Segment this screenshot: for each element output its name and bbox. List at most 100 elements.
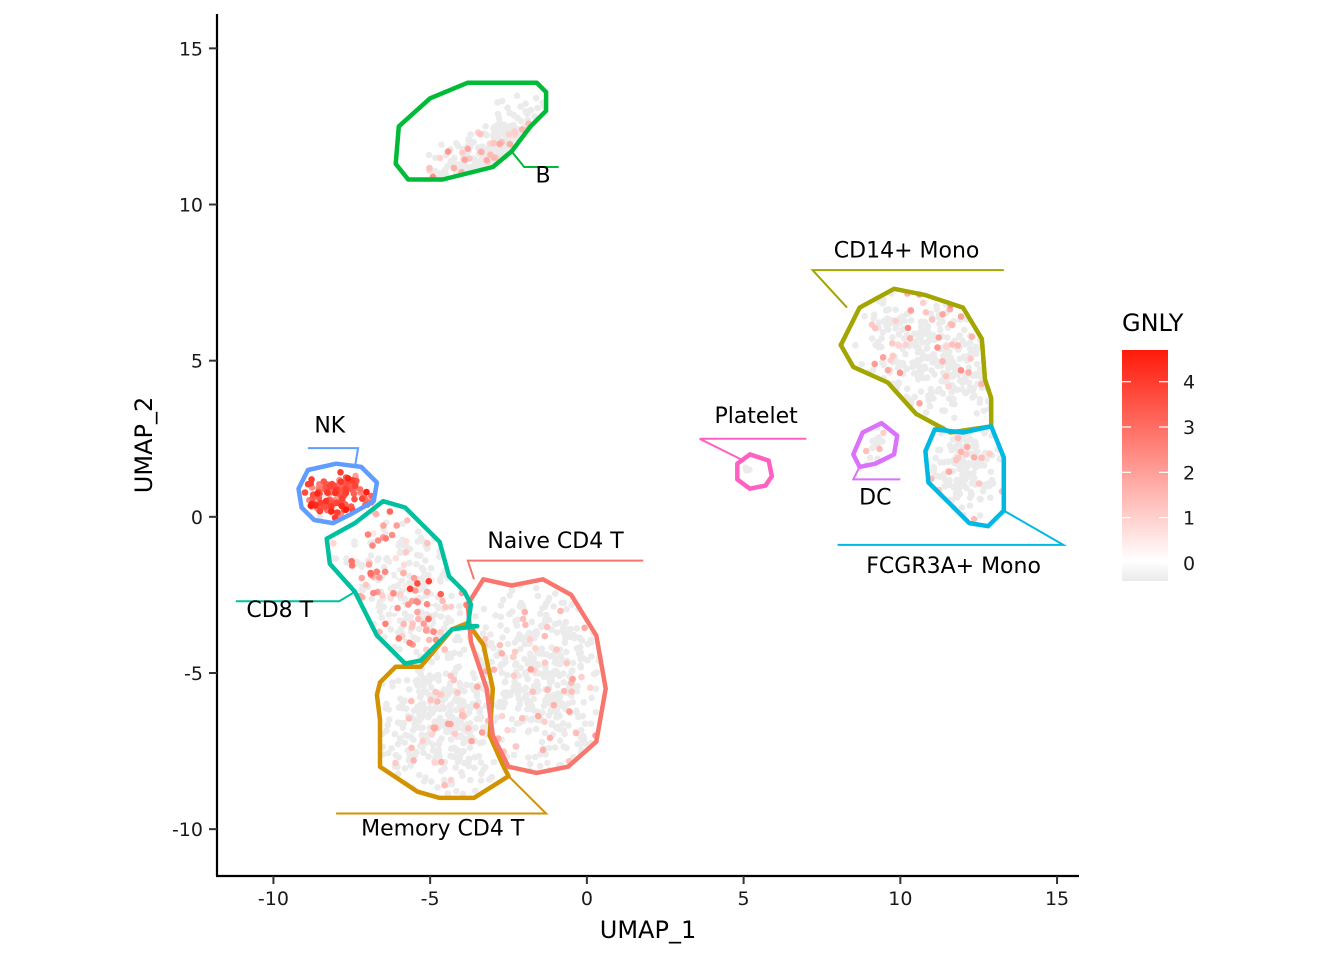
cell-point xyxy=(456,680,464,688)
cell-point xyxy=(363,488,370,496)
cell-point xyxy=(410,736,417,743)
cell-point xyxy=(413,648,420,656)
cell-point xyxy=(570,634,578,642)
cell-point xyxy=(394,677,402,685)
cell-point xyxy=(428,658,436,666)
cell-point xyxy=(914,349,922,356)
cell-point xyxy=(490,154,498,161)
cell-point xyxy=(337,478,345,486)
cell-point xyxy=(465,762,473,770)
cell-point xyxy=(422,557,429,564)
cell-point xyxy=(939,311,946,318)
cell-point xyxy=(939,358,946,365)
cell-point xyxy=(892,317,899,325)
cell-point xyxy=(957,367,965,374)
x-tick-label: 15 xyxy=(1045,888,1069,910)
cell-point xyxy=(490,758,498,766)
cell-point xyxy=(987,494,994,501)
cell-point xyxy=(402,548,410,556)
cell-point xyxy=(431,167,439,175)
legend-tick-label: 4 xyxy=(1183,372,1195,394)
cell-point xyxy=(944,334,951,341)
cell-point xyxy=(425,151,433,159)
legend-ticks: 0 1 2 3 4 xyxy=(1122,372,1195,575)
cell-point xyxy=(588,653,595,660)
cell-point xyxy=(551,744,559,751)
cell-point xyxy=(526,760,534,768)
leader-line-cd14-mono xyxy=(810,269,1004,309)
cell-point xyxy=(898,326,906,334)
legend-colorbar xyxy=(1122,350,1168,581)
cell-point xyxy=(438,735,445,742)
y-tick-label: 0 xyxy=(191,507,203,529)
cell-point xyxy=(935,385,943,393)
cell-point xyxy=(526,630,534,637)
cell-point xyxy=(465,725,472,732)
cell-point xyxy=(888,340,896,347)
cell-point xyxy=(948,363,956,371)
cell-point xyxy=(861,312,868,320)
cell-point xyxy=(953,476,961,484)
cell-point xyxy=(396,549,404,557)
cell-point xyxy=(483,156,491,164)
cell-point xyxy=(920,374,928,382)
cell-point xyxy=(385,749,392,757)
cell-point xyxy=(447,776,455,784)
contour-b xyxy=(393,80,549,182)
y-tick-label: 10 xyxy=(179,195,203,217)
cell-point xyxy=(500,122,508,130)
cell-point xyxy=(547,707,554,714)
cell-point xyxy=(499,634,506,641)
cell-point xyxy=(482,624,490,631)
cell-point xyxy=(490,139,498,147)
cell-point xyxy=(554,690,562,697)
cell-point xyxy=(328,508,335,515)
cell-point xyxy=(447,672,455,680)
cell-point xyxy=(518,715,526,722)
cell-point xyxy=(930,352,938,359)
cell-point xyxy=(878,335,885,342)
cell-point xyxy=(523,110,531,117)
cell-point xyxy=(548,652,555,660)
contour-platelet xyxy=(735,452,775,491)
x-axis-title: UMAP_1 xyxy=(600,916,696,944)
contour-cd8-t xyxy=(324,498,480,666)
cell-point xyxy=(948,341,956,348)
cell-point xyxy=(374,537,382,544)
cell-point xyxy=(921,363,928,371)
cell-point xyxy=(978,454,985,462)
leader-line-nk xyxy=(307,447,360,468)
cell-point xyxy=(492,612,499,619)
cell-point xyxy=(967,436,974,443)
cell-point xyxy=(432,705,439,713)
cell-point xyxy=(910,370,918,377)
cell-point xyxy=(490,666,498,673)
cell-point xyxy=(544,686,551,694)
cell-point xyxy=(973,410,981,417)
cell-point xyxy=(538,622,545,630)
cell-point xyxy=(526,636,534,643)
cell-point xyxy=(510,751,518,759)
cell-point xyxy=(970,515,978,523)
cell-point xyxy=(524,728,532,736)
cell-point xyxy=(420,674,427,682)
cell-point xyxy=(443,728,450,736)
cell-point xyxy=(557,652,565,660)
cell-point xyxy=(490,644,497,652)
cell-point xyxy=(348,557,356,565)
cell-point xyxy=(513,92,521,99)
cell-point xyxy=(430,746,438,754)
cell-point xyxy=(301,489,309,496)
cell-point xyxy=(927,385,935,393)
cell-point xyxy=(577,655,584,663)
cell-point xyxy=(976,512,984,519)
cell-point xyxy=(935,446,942,454)
cell-point xyxy=(895,342,903,349)
cell-point xyxy=(458,768,465,776)
cell-point xyxy=(933,306,941,313)
cell-point xyxy=(459,790,467,798)
cell-point xyxy=(534,104,541,112)
cell-point xyxy=(453,140,460,147)
cell-point xyxy=(510,121,517,129)
cell-point xyxy=(526,699,534,706)
